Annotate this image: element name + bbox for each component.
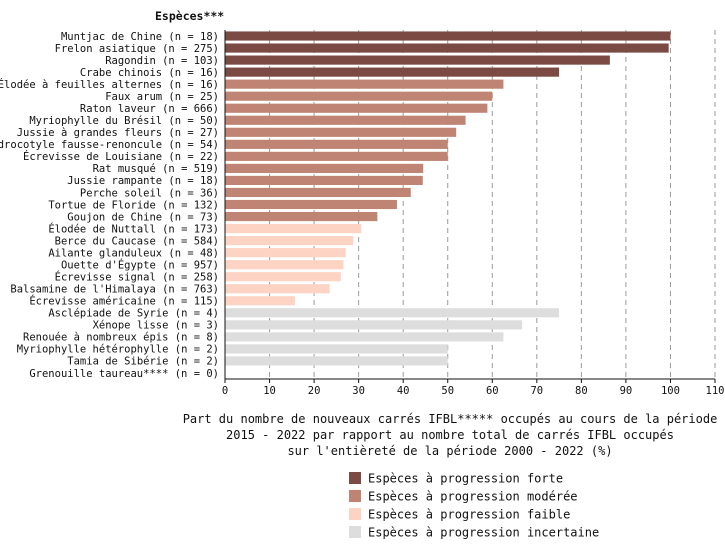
bar-15 xyxy=(225,211,378,222)
bar-25 xyxy=(225,332,504,342)
category-label-1: Frelon asiatique (n = 275) xyxy=(55,43,219,55)
category-label-11: Rat musqué (n = 519) xyxy=(93,163,219,175)
bar-9 xyxy=(225,139,448,149)
category-label-6: Raton laveur (n = 666) xyxy=(80,103,219,115)
category-label-27: Tamia de Sibérie (n = 2) xyxy=(67,356,219,368)
x-tick-label-100: 100 xyxy=(661,385,680,397)
category-labels: Muntjac de Chine (n = 18)Frelon asiatiqu… xyxy=(0,31,219,380)
legend-label-3: Espèces à progression incertaine xyxy=(368,526,599,540)
bar-17 xyxy=(225,236,354,246)
x-tick-label-20: 20 xyxy=(308,385,321,397)
x-tick-label-40: 40 xyxy=(397,385,410,397)
category-label-10: Écrevisse de Louisiane (n = 22) xyxy=(23,150,219,163)
legend-swatch-1 xyxy=(349,490,361,502)
bar-3 xyxy=(225,67,560,77)
x-tick-label-10: 10 xyxy=(263,385,276,397)
bar-13 xyxy=(225,187,411,198)
bar-11 xyxy=(225,163,424,173)
category-label-26: Myriophylle hétérophylle (n = 2) xyxy=(17,344,219,356)
category-label-15: Goujon de Chine (n = 73) xyxy=(67,211,219,223)
x-title-line-2: sur l'entièreté de la période 2000 - 202… xyxy=(287,444,612,458)
category-label-18: Ailante glanduleux (n = 48) xyxy=(48,247,219,259)
bar-7 xyxy=(225,115,466,125)
legend-swatch-0 xyxy=(349,472,361,484)
legend-label-2: Espèces à progression faible xyxy=(368,508,570,522)
category-label-4: Élodée à feuilles alternes (n = 16) xyxy=(0,78,219,91)
x-tick-label-80: 80 xyxy=(575,385,588,397)
category-label-0: Muntjac de Chine (n = 18) xyxy=(61,31,219,43)
bar-21 xyxy=(225,284,330,294)
category-label-24: Xénope lisse (n = 3) xyxy=(93,320,219,332)
x-title-line-0: Part du nombre de nouveaux carrés IFBL**… xyxy=(183,412,718,426)
bar-22 xyxy=(225,296,295,306)
y-axis-title: Espèces*** xyxy=(155,9,224,23)
category-label-3: Crabe chinois (n = 16) xyxy=(80,67,219,79)
bar-23 xyxy=(225,308,560,318)
bar-19 xyxy=(225,260,344,270)
legend-swatch-3 xyxy=(349,526,361,538)
category-label-9: Hydrocotyle fausse-renoncule (n = 54) xyxy=(0,139,219,151)
x-tick-label-50: 50 xyxy=(441,385,454,397)
bar-5 xyxy=(225,91,493,101)
bar-1 xyxy=(225,43,669,53)
category-label-17: Berce du Caucase (n = 584) xyxy=(55,235,219,247)
category-label-16: Élodée de Nuttall (n = 173) xyxy=(48,222,219,235)
x-tick-label-70: 70 xyxy=(530,385,543,397)
bar-0 xyxy=(225,31,671,41)
category-label-14: Tortue de Floride (n = 132) xyxy=(48,199,219,211)
legend-label-0: Espèces à progression forte xyxy=(368,472,563,486)
x-axis-title: Part du nombre de nouveaux carrés IFBL**… xyxy=(183,412,718,458)
bar-2 xyxy=(225,55,610,65)
x-tick-label-90: 90 xyxy=(620,385,633,397)
x-tick-label-0: 0 xyxy=(222,385,228,397)
category-label-2: Ragondin (n = 103) xyxy=(105,55,219,67)
category-label-7: Myriophylle du Brésil (n = 50) xyxy=(29,115,219,127)
bar-6 xyxy=(225,103,488,113)
category-label-22: Écrevisse américaine (n = 115) xyxy=(29,295,219,308)
category-label-12: Jussie rampante (n = 18) xyxy=(67,175,219,187)
category-label-20: Écrevisse signal (n = 258) xyxy=(55,271,219,284)
x-tick-label-60: 60 xyxy=(486,385,499,397)
category-label-28: Grenouille taureau**** (n = 0) xyxy=(29,368,219,380)
category-label-23: Asclépiade de Syrie (n = 4) xyxy=(48,308,219,320)
bar-16 xyxy=(225,223,362,234)
category-label-5: Faux arum (n = 25) xyxy=(105,91,219,103)
legend: Espèces à progression forte Espèces à pro… xyxy=(349,472,599,540)
x-axis: 0 10 20 30 40 50 60 70 80 90 100 110 xyxy=(222,30,725,397)
bar-4 xyxy=(225,79,504,89)
bar-12 xyxy=(225,175,423,186)
category-label-25: Renouée à nombreux épis (n = 8) xyxy=(23,332,219,344)
category-label-21: Balsamine de l'Himalaya (n = 763) xyxy=(10,284,219,296)
bar-8 xyxy=(225,127,457,137)
bar-18 xyxy=(225,248,346,258)
bar-26 xyxy=(225,344,448,354)
legend-swatch-2 xyxy=(349,508,361,520)
bar-10 xyxy=(225,151,448,161)
bar-20 xyxy=(225,272,341,282)
bar-14 xyxy=(225,199,397,210)
category-label-8: Jussie à grandes fleurs (n = 27) xyxy=(17,127,219,139)
category-label-13: Perche soleil (n = 36) xyxy=(80,187,219,199)
x-tick-label-110: 110 xyxy=(706,385,725,397)
x-title-line-1: 2015 - 2022 par rapport au nombre total … xyxy=(226,428,674,442)
category-label-19: Ouette d'Égypte (n = 957) xyxy=(61,258,219,271)
bars xyxy=(225,31,671,366)
bar-24 xyxy=(225,320,523,330)
x-tick-label-30: 30 xyxy=(352,385,365,397)
legend-label-1: Espèces à progression modérée xyxy=(368,490,578,504)
bar-27 xyxy=(225,356,448,366)
